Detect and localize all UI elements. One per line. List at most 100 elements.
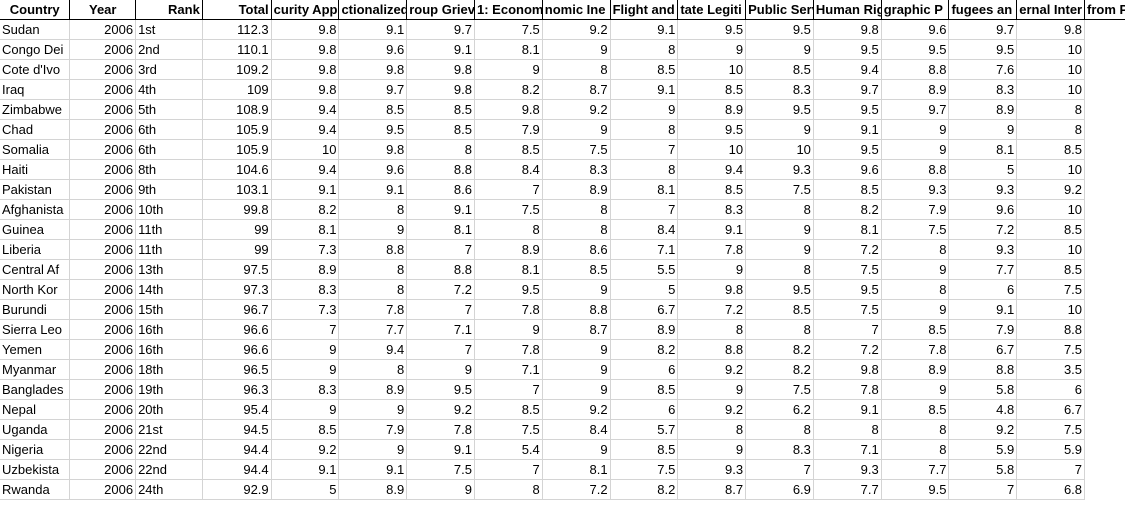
table-cell[interactable]: 7.7	[813, 479, 882, 500]
column-header-human-rights[interactable]: Human Rig	[813, 0, 882, 20]
table-cell[interactable]: 8	[1016, 99, 1086, 120]
table-cell[interactable]: 7	[271, 319, 340, 340]
table-cell[interactable]: 7.8	[474, 299, 543, 320]
table-cell[interactable]: 8.2	[271, 199, 340, 220]
table-cell[interactable]: 9	[542, 39, 611, 60]
table-cell[interactable]: 7.8	[677, 239, 747, 260]
table-cell[interactable]: 8.9	[610, 319, 679, 340]
cell-country[interactable]: Sudan	[0, 19, 71, 40]
table-cell[interactable]: 9	[542, 119, 611, 140]
table-cell[interactable]: 9.2	[271, 439, 340, 460]
table-cell[interactable]: 7.9	[474, 119, 543, 140]
table-cell[interactable]: 8	[677, 319, 747, 340]
cell-year[interactable]: 2006	[69, 79, 137, 100]
table-cell[interactable]: 8	[338, 259, 408, 280]
table-cell[interactable]: 9.1	[271, 179, 340, 200]
table-cell[interactable]: 6.9	[745, 479, 814, 500]
table-cell[interactable]: 9	[542, 279, 611, 300]
table-cell[interactable]: 9.5	[881, 39, 950, 60]
table-cell[interactable]: 8.4	[610, 219, 679, 240]
table-cell[interactable]: 8	[881, 239, 950, 260]
cell-year[interactable]: 2006	[69, 339, 137, 360]
cell-country[interactable]: Zimbabwe	[0, 99, 71, 120]
cell-year[interactable]: 2006	[69, 159, 137, 180]
empty-cell[interactable]	[1085, 440, 1125, 460]
empty-cell[interactable]	[1085, 40, 1125, 60]
table-cell[interactable]: 95.4	[202, 399, 272, 420]
cell-country[interactable]: Rwanda	[0, 479, 71, 500]
table-cell[interactable]: 8.5	[474, 399, 543, 420]
table-cell[interactable]: 9.3	[745, 159, 814, 180]
table-cell[interactable]: 8	[542, 199, 611, 220]
table-cell[interactable]: 10	[1016, 299, 1086, 320]
table-cell[interactable]: 8.8	[677, 339, 747, 360]
table-cell[interactable]: 9.8	[813, 19, 882, 40]
table-cell[interactable]: 9.5	[677, 19, 747, 40]
table-cell[interactable]: 6	[610, 399, 679, 420]
cell-country[interactable]: Myanmar	[0, 359, 71, 380]
column-header-human-flight[interactable]: Flight and	[610, 0, 679, 20]
table-cell[interactable]: 9.3	[813, 459, 882, 480]
table-cell[interactable]: 9.4	[338, 339, 408, 360]
table-cell[interactable]: 7.1	[813, 439, 882, 460]
table-cell[interactable]: 8.8	[338, 239, 408, 260]
table-cell[interactable]: 9.1	[338, 179, 408, 200]
table-cell[interactable]: 9.8	[406, 79, 475, 100]
table-cell[interactable]: 9.1	[406, 39, 475, 60]
cell-year[interactable]: 2006	[69, 179, 137, 200]
table-cell[interactable]: 105.9	[202, 139, 272, 160]
table-cell[interactable]: 7.5	[813, 299, 882, 320]
table-cell[interactable]: 8	[881, 439, 950, 460]
table-cell[interactable]: 9.8	[271, 19, 340, 40]
cell-rank[interactable]: 22nd	[135, 459, 203, 480]
table-cell[interactable]: 9.7	[948, 19, 1018, 40]
cell-country[interactable]: Burundi	[0, 299, 71, 320]
table-cell[interactable]: 9.7	[813, 79, 882, 100]
table-cell[interactable]: 9.1	[271, 459, 340, 480]
table-cell[interactable]: 7.2	[813, 239, 882, 260]
table-cell[interactable]: 9.5	[745, 19, 814, 40]
table-cell[interactable]: 7.3	[271, 239, 340, 260]
table-cell[interactable]: 9.5	[406, 379, 475, 400]
cell-year[interactable]: 2006	[69, 219, 137, 240]
table-cell[interactable]: 7.2	[813, 339, 882, 360]
table-cell[interactable]: 9.8	[271, 59, 340, 80]
table-cell[interactable]: 8.6	[542, 239, 611, 260]
table-cell[interactable]: 9	[745, 39, 814, 60]
table-cell[interactable]: 9.2	[948, 419, 1018, 440]
table-cell[interactable]: 8	[745, 319, 814, 340]
column-header-economic-inequality[interactable]: nomic Ine	[542, 0, 611, 20]
table-cell[interactable]: 9	[677, 259, 747, 280]
table-cell[interactable]: 9.2	[677, 359, 747, 380]
table-cell[interactable]: 9	[338, 439, 408, 460]
table-cell[interactable]: 8.5	[610, 59, 679, 80]
table-cell[interactable]: 9.6	[948, 199, 1018, 220]
table-cell[interactable]: 9	[338, 399, 408, 420]
table-cell[interactable]: 7	[406, 339, 475, 360]
table-cell[interactable]: 8	[542, 59, 611, 80]
table-cell[interactable]: 5.8	[948, 379, 1018, 400]
table-cell[interactable]: 9.3	[881, 179, 950, 200]
empty-cell[interactable]	[1085, 20, 1125, 40]
table-cell[interactable]: 7.5	[474, 419, 543, 440]
table-cell[interactable]: 7.1	[610, 239, 679, 260]
cell-country[interactable]: Central Af	[0, 259, 71, 280]
cell-year[interactable]: 2006	[69, 39, 137, 60]
table-cell[interactable]: 8.5	[1016, 259, 1086, 280]
table-cell[interactable]: 8.9	[474, 239, 543, 260]
table-cell[interactable]: 7	[1016, 459, 1086, 480]
table-cell[interactable]: 9.7	[338, 79, 408, 100]
table-cell[interactable]: 9	[881, 299, 950, 320]
table-cell[interactable]: 9.8	[338, 59, 408, 80]
table-cell[interactable]: 97.3	[202, 279, 272, 300]
cell-country[interactable]: Yemen	[0, 339, 71, 360]
table-cell[interactable]: 7	[406, 299, 475, 320]
table-cell[interactable]: 9	[881, 259, 950, 280]
table-cell[interactable]: 8.3	[271, 379, 340, 400]
table-cell[interactable]: 8.5	[542, 259, 611, 280]
table-cell[interactable]: 9.2	[406, 399, 475, 420]
table-cell[interactable]: 9.2	[542, 99, 611, 120]
table-cell[interactable]: 9.3	[948, 239, 1018, 260]
table-cell[interactable]: 8.1	[542, 459, 611, 480]
table-cell[interactable]: 105.9	[202, 119, 272, 140]
